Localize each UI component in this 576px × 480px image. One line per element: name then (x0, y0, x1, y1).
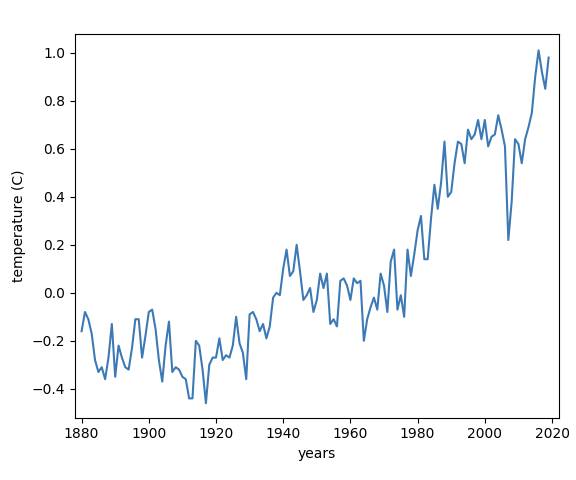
X-axis label: years: years (298, 447, 336, 461)
Y-axis label: temperature (C): temperature (C) (12, 169, 26, 282)
